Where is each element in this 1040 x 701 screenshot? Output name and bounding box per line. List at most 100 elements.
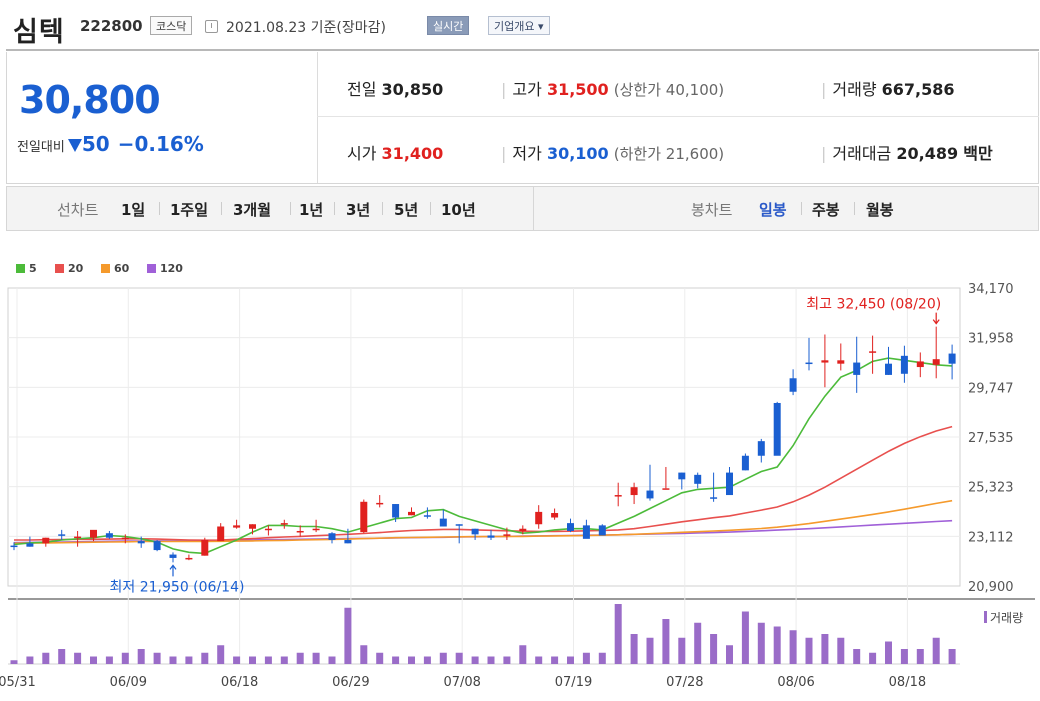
legend-ma120: 120 (147, 262, 183, 275)
volume-bar (869, 652, 877, 664)
company-overview-dropdown[interactable]: 기업개요 ▾ (488, 16, 550, 35)
volume-bar (137, 649, 145, 664)
realtime-button[interactable]: 실시간 (427, 16, 470, 35)
volume-bar (694, 622, 702, 664)
candle-body (376, 502, 384, 505)
volume-bar (630, 634, 638, 664)
volume-bar (328, 656, 336, 664)
candle-body (853, 362, 861, 375)
candle-monthly[interactable]: 월봉 (866, 201, 894, 219)
candle-body (408, 511, 415, 516)
volume-bar (312, 652, 320, 664)
x-tick-label: 08/18 (889, 675, 926, 690)
volume-bar (726, 645, 733, 664)
period-separator (221, 202, 222, 215)
candle-body (185, 557, 193, 560)
candle-body (296, 530, 304, 533)
period-10y[interactable]: 10년 (441, 201, 476, 219)
candle-weekly[interactable]: 주봉 (812, 201, 840, 219)
period-separator (334, 202, 335, 215)
volume-bar (567, 656, 574, 664)
candle-body (74, 536, 82, 539)
candle-body (312, 528, 320, 531)
high-value: 31,500 (546, 80, 609, 99)
period-3y[interactable]: 3년 (346, 201, 371, 219)
ma20-line (14, 425, 953, 542)
legend-ma5: 5 (16, 262, 37, 275)
period-5y[interactable]: 5년 (394, 201, 419, 219)
volume-bar (74, 652, 82, 664)
period-1y[interactable]: 1년 (299, 201, 324, 219)
volume-bar (105, 656, 113, 664)
stock-name: 심텍 (13, 17, 65, 48)
volume-bar (885, 641, 892, 664)
prev-close-label: 전일 (347, 80, 377, 99)
candle-body (471, 528, 479, 535)
legend-ma5-label: 5 (29, 262, 37, 275)
volume: | 거래량 667,586 (821, 80, 955, 99)
period-separator (159, 202, 160, 215)
candle-body (535, 511, 543, 525)
candle-body (678, 472, 686, 480)
candle-body (614, 495, 622, 497)
volume-bar (853, 649, 861, 664)
candle-body (137, 541, 145, 544)
candle-body (392, 504, 400, 518)
max-annotation: 최고 32,450 (08/20) (806, 297, 941, 313)
period-1w[interactable]: 1주일 (170, 201, 209, 219)
clock-icon (205, 20, 218, 33)
candle-body (328, 533, 336, 540)
candle-body (280, 523, 288, 525)
quote-panel: 30,800 전일대비 50 −0.16% 전일 30,850 | 고가 31,500… (6, 52, 1039, 184)
volume-bar (789, 630, 797, 664)
candle-body (646, 490, 654, 499)
y-tick-label: 23,112 (968, 530, 1014, 545)
y-tick-label: 25,323 (968, 481, 1014, 496)
volume-bar (471, 656, 479, 664)
candle-body (916, 361, 924, 368)
trade-amount: | 거래대금 20,489 백만 (821, 144, 993, 163)
period-divider (533, 187, 534, 230)
volume-label: 거래량 (832, 80, 877, 99)
volume-legend-swatch (984, 611, 987, 623)
period-separator (290, 202, 291, 215)
candle-body (598, 525, 606, 536)
candle-body (487, 535, 495, 538)
candle-body (153, 541, 161, 551)
amount-value: 20,489 (896, 144, 959, 163)
candle-daily[interactable]: 일봉 (759, 201, 787, 219)
volume-bar (948, 649, 956, 664)
candle-body (360, 501, 368, 533)
volume-bar (821, 634, 829, 664)
volume-bar (264, 656, 272, 664)
candle-body (264, 528, 272, 531)
candle-body (726, 472, 733, 496)
volume-bar (710, 634, 718, 664)
x-tick-label: 07/19 (555, 675, 592, 690)
upper-limit: (상한가 40,100) (613, 81, 725, 99)
low-price: | 저가 30,100 (하한가 21,600) (501, 144, 725, 163)
volume-value: 667,586 (881, 80, 955, 99)
x-tick-label: 06/29 (332, 675, 369, 690)
candle-body (741, 455, 749, 471)
period-separator (801, 202, 802, 215)
candle-body (26, 543, 34, 547)
volume-bar (741, 611, 749, 664)
volume-bar (837, 637, 845, 664)
volume-bar (678, 637, 686, 664)
period-3m[interactable]: 3개월 (233, 201, 272, 219)
volume-bar (614, 604, 622, 664)
volume-bar (26, 656, 34, 664)
volume-bar (233, 656, 241, 664)
x-tick-label: 07/08 (443, 675, 480, 690)
ma60-swatch (101, 264, 110, 273)
volume-bar (455, 652, 463, 664)
period-1d[interactable]: 1일 (121, 201, 146, 219)
high-price: | 고가 31,500 (상한가 40,100) (501, 80, 725, 99)
candle-body (869, 351, 877, 353)
ma5-swatch (16, 264, 25, 273)
legend-ma120-label: 120 (160, 262, 183, 275)
ma60-line (13, 499, 953, 545)
volume-bar (535, 656, 543, 664)
